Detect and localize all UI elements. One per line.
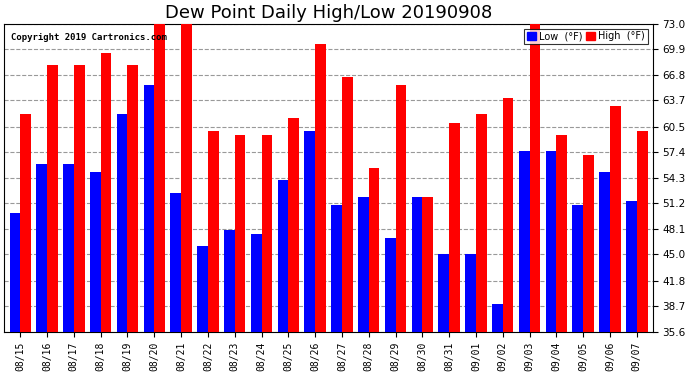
Bar <box>74 65 85 332</box>
Bar <box>117 114 128 332</box>
Text: Copyright 2019 Cartronics.com: Copyright 2019 Cartronics.com <box>10 33 166 42</box>
Bar <box>181 20 192 332</box>
Bar <box>155 15 165 332</box>
Bar <box>128 65 138 332</box>
Bar <box>315 44 326 332</box>
Bar <box>438 254 449 332</box>
Bar <box>208 131 219 332</box>
Bar <box>546 152 556 332</box>
Bar <box>385 238 395 332</box>
Bar <box>20 114 31 332</box>
Bar <box>529 24 540 332</box>
Bar <box>503 98 513 332</box>
Bar <box>235 135 246 332</box>
Bar <box>277 180 288 332</box>
Bar <box>10 213 20 332</box>
Bar <box>63 164 74 332</box>
Bar <box>197 246 208 332</box>
Title: Dew Point Daily High/Low 20190908: Dew Point Daily High/Low 20190908 <box>165 4 492 22</box>
Bar <box>224 230 235 332</box>
Bar <box>358 196 368 332</box>
Bar <box>144 86 155 332</box>
Bar <box>556 135 567 332</box>
Bar <box>583 156 594 332</box>
Bar <box>90 172 101 332</box>
Bar <box>422 196 433 332</box>
Bar <box>368 168 380 332</box>
Bar <box>599 172 610 332</box>
Bar <box>395 86 406 332</box>
Bar <box>573 205 583 332</box>
Bar <box>637 131 647 332</box>
Bar <box>610 106 621 332</box>
Bar <box>250 234 262 332</box>
Bar <box>170 192 181 332</box>
Bar <box>465 254 476 332</box>
Bar <box>331 205 342 332</box>
Bar <box>626 201 637 332</box>
Bar <box>476 114 486 332</box>
Bar <box>519 152 529 332</box>
Bar <box>412 196 422 332</box>
Bar <box>47 65 58 332</box>
Bar <box>492 304 503 332</box>
Bar <box>101 53 111 332</box>
Bar <box>304 131 315 332</box>
Legend: Low  (°F), High  (°F): Low (°F), High (°F) <box>524 28 648 44</box>
Bar <box>288 118 299 332</box>
Bar <box>449 123 460 332</box>
Bar <box>37 164 47 332</box>
Bar <box>342 77 353 332</box>
Bar <box>262 135 273 332</box>
